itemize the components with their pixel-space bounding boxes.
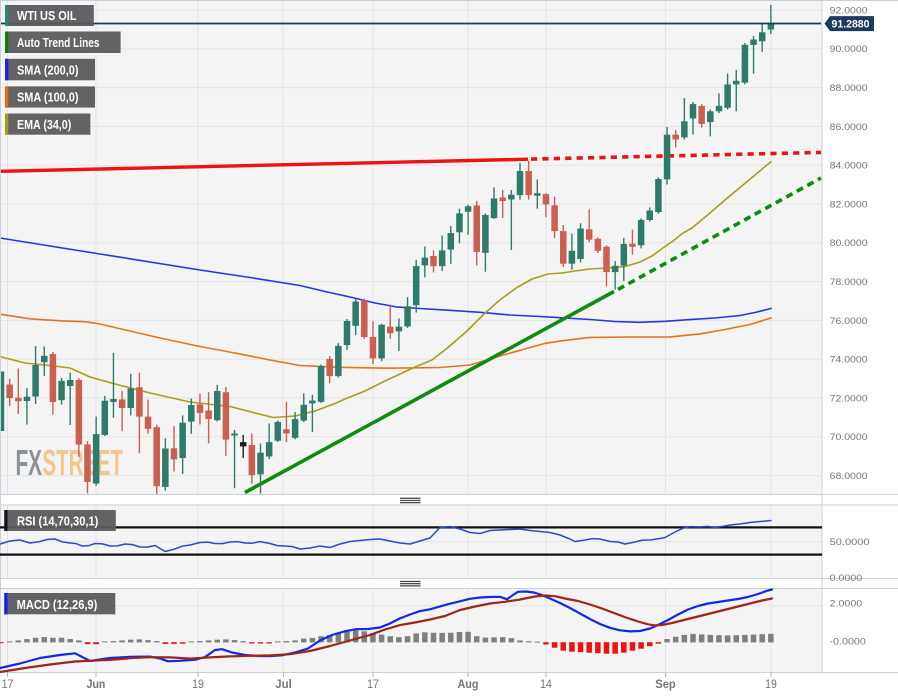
svg-text:84.0000: 84.0000 bbox=[830, 161, 868, 172]
svg-text:91.2880: 91.2880 bbox=[832, 19, 870, 31]
svg-text:86.0000: 86.0000 bbox=[830, 122, 868, 133]
svg-text:MACD (12,26,9): MACD (12,26,9) bbox=[17, 597, 98, 612]
svg-text:FX: FX bbox=[16, 442, 43, 483]
svg-text:88.0000: 88.0000 bbox=[830, 83, 868, 94]
svg-text:74.0000: 74.0000 bbox=[830, 355, 868, 366]
svg-text:68.0000: 68.0000 bbox=[830, 471, 868, 482]
svg-text:17: 17 bbox=[2, 679, 14, 691]
svg-text:Aug: Aug bbox=[458, 679, 479, 691]
svg-text:-0.0000: -0.0000 bbox=[830, 636, 866, 647]
svg-text:14: 14 bbox=[540, 679, 552, 691]
svg-text:78.0000: 78.0000 bbox=[830, 277, 868, 288]
svg-text:SMA (200,0): SMA (200,0) bbox=[17, 62, 79, 77]
svg-text:72.0000: 72.0000 bbox=[830, 393, 868, 404]
svg-text:19: 19 bbox=[765, 679, 777, 691]
svg-text:70.0000: 70.0000 bbox=[830, 432, 868, 443]
svg-text:STREET: STREET bbox=[43, 442, 124, 483]
svg-text:RSI (14,70,30,1): RSI (14,70,30,1) bbox=[17, 514, 98, 529]
svg-text:80.0000: 80.0000 bbox=[830, 238, 868, 249]
svg-text:EMA (34,0): EMA (34,0) bbox=[17, 117, 71, 132]
svg-text:19: 19 bbox=[192, 679, 204, 691]
svg-text:50.0000: 50.0000 bbox=[830, 537, 870, 548]
svg-text:2.0000: 2.0000 bbox=[830, 598, 863, 609]
svg-text:17: 17 bbox=[367, 679, 379, 691]
svg-text:76.0000: 76.0000 bbox=[830, 316, 868, 327]
svg-text:Jun: Jun bbox=[87, 679, 106, 691]
svg-text:92.0000: 92.0000 bbox=[830, 5, 868, 16]
svg-text:WTI US OIL: WTI US OIL bbox=[17, 8, 77, 23]
svg-text:Auto Trend Lines: Auto Trend Lines bbox=[17, 35, 100, 50]
svg-text:SMA (100,0): SMA (100,0) bbox=[17, 90, 79, 105]
svg-text:82.0000: 82.0000 bbox=[830, 199, 868, 210]
svg-text:0.0000: 0.0000 bbox=[830, 573, 863, 584]
svg-text:90.0000: 90.0000 bbox=[830, 44, 868, 55]
svg-text:Jul: Jul bbox=[275, 679, 292, 691]
svg-text:Sep: Sep bbox=[655, 679, 676, 691]
